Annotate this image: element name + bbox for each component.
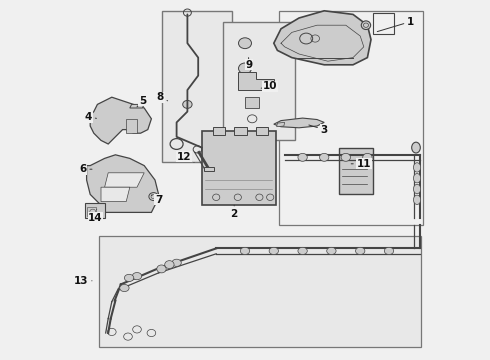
Text: 5: 5 xyxy=(137,96,146,107)
Ellipse shape xyxy=(124,274,134,282)
Ellipse shape xyxy=(165,261,174,269)
Ellipse shape xyxy=(239,38,251,49)
Bar xyxy=(85,203,104,218)
Ellipse shape xyxy=(183,100,192,108)
Polygon shape xyxy=(90,97,151,144)
Text: 11: 11 xyxy=(351,159,371,169)
Ellipse shape xyxy=(363,153,372,161)
Ellipse shape xyxy=(157,265,166,273)
Bar xyxy=(87,207,96,216)
Polygon shape xyxy=(274,118,324,128)
Text: 13: 13 xyxy=(74,276,92,286)
Text: 9: 9 xyxy=(245,58,252,70)
Text: 3: 3 xyxy=(309,125,328,135)
Ellipse shape xyxy=(414,174,421,183)
Bar xyxy=(162,11,232,162)
Ellipse shape xyxy=(240,247,250,255)
Text: 12: 12 xyxy=(176,152,194,162)
Bar xyxy=(99,236,421,347)
Text: 14: 14 xyxy=(88,210,103,223)
Bar xyxy=(279,11,423,225)
Ellipse shape xyxy=(341,153,350,161)
Bar xyxy=(373,13,394,34)
Bar xyxy=(213,127,225,135)
Polygon shape xyxy=(126,119,137,133)
Polygon shape xyxy=(104,173,144,187)
Polygon shape xyxy=(87,155,159,212)
Text: 8: 8 xyxy=(157,92,168,102)
Ellipse shape xyxy=(384,247,393,255)
Polygon shape xyxy=(204,167,215,171)
Ellipse shape xyxy=(414,163,421,172)
Bar xyxy=(234,127,247,135)
Bar xyxy=(339,148,373,194)
Polygon shape xyxy=(130,104,144,108)
Text: 4: 4 xyxy=(85,112,97,122)
Ellipse shape xyxy=(132,273,142,280)
Polygon shape xyxy=(277,122,285,127)
Ellipse shape xyxy=(414,184,421,194)
Ellipse shape xyxy=(356,247,365,255)
Ellipse shape xyxy=(149,193,158,201)
Ellipse shape xyxy=(319,153,329,161)
Text: 7: 7 xyxy=(151,195,162,205)
Ellipse shape xyxy=(327,247,336,255)
Ellipse shape xyxy=(120,284,129,292)
Ellipse shape xyxy=(414,195,421,204)
Ellipse shape xyxy=(239,63,251,74)
Text: 2: 2 xyxy=(231,205,238,219)
Ellipse shape xyxy=(361,21,370,30)
Ellipse shape xyxy=(172,259,181,266)
Bar xyxy=(223,22,295,140)
Ellipse shape xyxy=(269,247,278,255)
Polygon shape xyxy=(245,97,259,108)
Text: 6: 6 xyxy=(79,164,92,174)
Text: 1: 1 xyxy=(377,17,414,32)
Bar xyxy=(256,127,269,135)
Polygon shape xyxy=(238,72,274,90)
Ellipse shape xyxy=(412,142,420,153)
Bar xyxy=(202,131,275,205)
Ellipse shape xyxy=(298,153,307,161)
Polygon shape xyxy=(274,11,371,65)
Ellipse shape xyxy=(298,247,307,255)
Polygon shape xyxy=(101,187,130,202)
Text: 10: 10 xyxy=(261,81,277,91)
